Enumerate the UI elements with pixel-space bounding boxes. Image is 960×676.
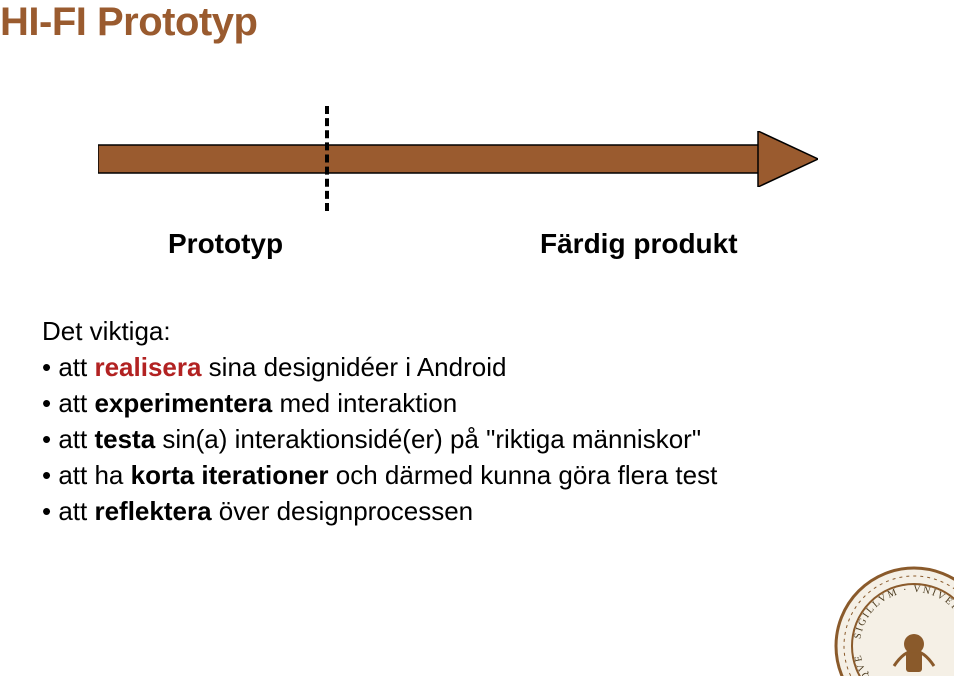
list-item-suffix: med interaktion xyxy=(272,388,457,418)
list-item-prefix: att ha xyxy=(58,460,130,490)
list-item-suffix: och därmed kunna göra flera test xyxy=(329,460,718,490)
list-item-em: testa xyxy=(94,424,155,454)
page-title: HI-FI Prototyp xyxy=(0,0,257,45)
divider-line xyxy=(325,106,329,211)
list-item-suffix: sina designidéer i Android xyxy=(201,352,506,382)
list-item-em: realisera xyxy=(94,352,201,382)
list-item-em: experimentera xyxy=(94,388,272,418)
seal-icon: SIGILLVM · VNIVERSITATIS · LVND · ET · R… xyxy=(834,566,954,676)
arrow-bar xyxy=(98,145,768,173)
list-item-prefix: att xyxy=(58,352,94,382)
list-item: att reflektera över designprocessen xyxy=(42,494,717,530)
list-item: att ha korta iterationer och därmed kunn… xyxy=(42,458,717,494)
list-heading: Det viktiga: xyxy=(42,316,171,347)
slide: { "title": { "text": "HI-FI Prototyp", "… xyxy=(0,0,960,676)
list-item-em: korta iterationer xyxy=(131,460,329,490)
bullet-list: att realisera sina designidéer i Android… xyxy=(42,350,717,529)
list-item-em: reflektera xyxy=(94,496,211,526)
seal-logo: SIGILLVM · VNIVERSITATIS · LVND · ET · R… xyxy=(834,566,954,676)
label-prototyp: Prototyp xyxy=(168,228,283,260)
list-item-suffix: över designprocessen xyxy=(212,496,474,526)
list-item-prefix: att xyxy=(58,496,94,526)
list-item: att experimentera med interaktion xyxy=(42,386,717,422)
list-item-suffix: sin(a) interaktionsidé(er) på "riktiga m… xyxy=(155,424,701,454)
timeline-arrow xyxy=(98,131,818,187)
list-item: att testa sin(a) interaktionsidé(er) på … xyxy=(42,422,717,458)
list-item-prefix: att xyxy=(58,388,94,418)
label-fardig: Färdig produkt xyxy=(540,228,738,260)
arrow-head xyxy=(758,131,818,187)
arrow-svg xyxy=(98,131,818,187)
list-item-prefix: att xyxy=(58,424,94,454)
list-item: att realisera sina designidéer i Android xyxy=(42,350,717,386)
